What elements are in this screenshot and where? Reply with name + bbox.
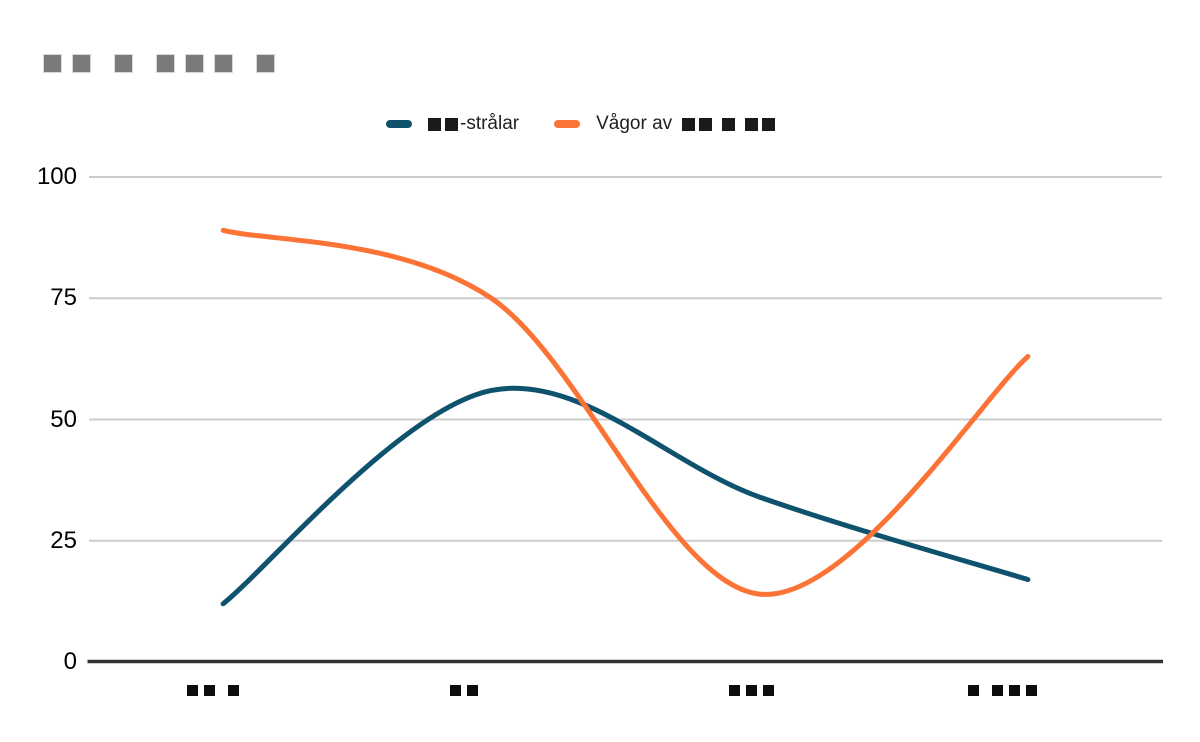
- legend-swatch-icon: [554, 120, 581, 128]
- legend-label-text: -strålar: [460, 113, 520, 134]
- x-label-redaction-block: [228, 685, 239, 696]
- x-axis-label-redacted: [450, 685, 478, 696]
- x-label-redaction-block: [992, 685, 1003, 696]
- x-label-redaction-block: [1009, 685, 1020, 696]
- y-tick-label: 25: [50, 526, 77, 554]
- title-redaction-block: [185, 54, 204, 73]
- legend-redaction-block: [445, 117, 458, 131]
- title-block-group: [114, 54, 133, 73]
- x-label-redaction-block: [467, 685, 478, 696]
- title-redaction-block: [256, 54, 275, 73]
- y-tick-label: 50: [50, 405, 77, 433]
- series-line-0: [220, 385, 1031, 607]
- legend-label: -strålar: [428, 113, 519, 135]
- title-redaction-block: [156, 54, 175, 73]
- x-axis-label-redacted: [187, 685, 239, 696]
- legend-redaction-blocks: [682, 117, 713, 131]
- x-label-redaction-block: [450, 685, 461, 696]
- title-redaction-block: [43, 54, 62, 73]
- title-block-group: [256, 54, 275, 73]
- title-block-group: [43, 54, 91, 73]
- x-label-block-group: [729, 685, 774, 696]
- title-redaction-block: [72, 54, 91, 73]
- y-tick-label: 100: [36, 163, 77, 190]
- x-label-redaction-block: [729, 685, 740, 696]
- title-redaction-block: [114, 54, 133, 73]
- legend-label: Vågor av: [596, 113, 776, 135]
- legend-redaction-block: [762, 117, 776, 131]
- x-axis-label-redacted: [968, 685, 1037, 696]
- x-label-redaction-block: [204, 685, 215, 696]
- series-line-1: [220, 227, 1031, 597]
- legend-redaction-block: [699, 117, 713, 131]
- x-label-block-group: [187, 685, 215, 696]
- x-label-block-group: [450, 685, 478, 696]
- legend-redaction-blocks: [428, 117, 458, 131]
- x-label-redaction-block: [763, 685, 774, 696]
- legend-label-text: Vågor av: [596, 113, 673, 134]
- legend-redaction-blocks: [722, 117, 736, 131]
- legend-redaction-blocks: [745, 117, 776, 131]
- legend-item-0: -strålar: [386, 113, 519, 135]
- x-label-redaction-block: [1026, 685, 1037, 696]
- title-redaction-block: [214, 54, 233, 73]
- x-label-redaction-block: [187, 685, 198, 696]
- x-label-redaction-block: [968, 685, 979, 696]
- title-block-group: [156, 54, 233, 73]
- legend-redaction-block: [682, 117, 696, 131]
- legend-redaction-block: [745, 117, 759, 131]
- x-axis-label-redacted: [729, 685, 774, 696]
- chart-title-redacted: [43, 54, 275, 73]
- legend-swatch-icon: [386, 120, 412, 128]
- x-label-block-group: [228, 685, 239, 696]
- legend-redaction-block: [722, 117, 736, 131]
- x-label-block-group: [968, 685, 979, 696]
- x-label-redaction-block: [746, 685, 757, 696]
- x-label-block-group: [992, 685, 1037, 696]
- legend-item-1: Vågor av: [554, 113, 776, 135]
- y-tick-label: 75: [50, 284, 77, 312]
- legend-redaction-block: [428, 117, 441, 131]
- legend: -strålar Vågor av: [386, 111, 776, 137]
- y-tick-label: 0: [63, 648, 77, 675]
